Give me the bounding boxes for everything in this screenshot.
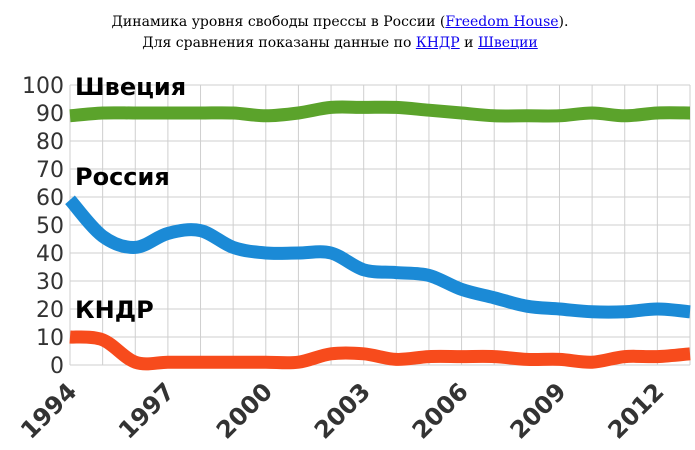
series-lines <box>65 100 691 371</box>
y-tick-label: 0 <box>50 354 64 379</box>
kndr-link[interactable]: КНДР <box>415 35 460 51</box>
x-axis-ticks: 1994 1997 2000 2003 2006 2009 2012 <box>15 377 669 444</box>
y-tick-label: 60 <box>36 186 64 211</box>
y-tick-label: 70 <box>36 158 64 183</box>
y-tick-label: 50 <box>36 214 64 239</box>
series-line-0 <box>69 100 691 123</box>
x-tick-label: 2006 <box>407 377 474 444</box>
y-tick-label: 40 <box>36 242 64 267</box>
chart-caption: Динамика уровня свободы прессы в России … <box>100 12 580 54</box>
y-tick-label: 80 <box>36 130 64 155</box>
caption-text-before: Динамика уровня свободы прессы в России … <box>111 14 446 30</box>
caption-text-middle-2: и <box>459 35 478 51</box>
series-line-1 <box>65 195 691 319</box>
y-tick-label: 90 <box>36 102 64 127</box>
x-tick-label: 2009 <box>505 377 572 444</box>
x-tick-label: 1994 <box>15 377 82 444</box>
y-axis-ticks: 0 10 20 30 40 50 60 70 80 90 100 <box>22 74 64 379</box>
series-label-2: КНДР <box>75 296 154 324</box>
x-tick-label: 2012 <box>603 377 670 444</box>
series-line-2 <box>69 330 691 371</box>
chart-grid <box>69 84 691 366</box>
y-tick-label: 100 <box>22 74 64 99</box>
freedom-house-link[interactable]: Freedom House <box>445 14 559 30</box>
y-tick-label: 30 <box>36 270 64 295</box>
x-tick-label: 2003 <box>309 377 376 444</box>
sweden-link[interactable]: Швеции <box>477 35 538 51</box>
y-tick-label: 10 <box>36 326 64 351</box>
x-tick-label: 1997 <box>113 377 180 444</box>
series-label-1: Россия <box>75 163 170 191</box>
caption-text-middle-1: ). Для сравнения показаны данные по <box>142 14 569 51</box>
x-tick-label: 2000 <box>211 377 278 444</box>
series-label-0: Швеция <box>75 73 186 101</box>
series-labels: Швеция Россия КНДР <box>75 73 186 324</box>
y-tick-label: 20 <box>36 298 64 323</box>
